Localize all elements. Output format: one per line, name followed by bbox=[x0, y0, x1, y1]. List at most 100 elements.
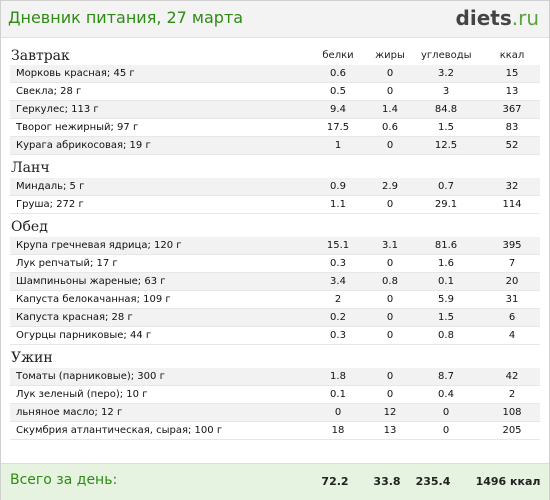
food-name: Творог нежирный; 97 г bbox=[16, 122, 139, 133]
food-kcal: 83 bbox=[505, 122, 519, 133]
meal-title-breakfast: Завтрак bbox=[11, 48, 70, 64]
page-title: Дневник питания, 27 марта bbox=[8, 8, 244, 27]
food-kcal: 395 bbox=[502, 240, 522, 251]
food-name: Миндаль; 5 г bbox=[16, 181, 85, 192]
food-fat: 0.6 bbox=[382, 122, 398, 133]
meal-title-dinner: Обед bbox=[11, 219, 48, 235]
food-name: Груша; 272 г bbox=[16, 199, 84, 210]
total-protein: 72.2 bbox=[321, 475, 349, 488]
food-protein: 1.1 bbox=[330, 199, 346, 210]
food-kcal: 205 bbox=[502, 425, 522, 436]
food-kcal: 367 bbox=[502, 104, 522, 115]
food-carbs: 81.6 bbox=[434, 240, 458, 251]
food-fat: 0 bbox=[386, 389, 394, 400]
food-protein: 0.6 bbox=[330, 68, 346, 79]
food-fat: 0.8 bbox=[382, 276, 398, 287]
food-fat: 1.4 bbox=[382, 104, 398, 115]
food-name: Томаты (парниковые); 300 г bbox=[16, 371, 165, 382]
food-name: Геркулес; 113 г bbox=[16, 104, 99, 115]
food-carbs: 0 bbox=[442, 425, 450, 436]
food-fat: 0 bbox=[386, 68, 394, 79]
food-protein: 3.4 bbox=[330, 276, 346, 287]
food-name: Огурцы парниковые; 44 г bbox=[16, 330, 152, 341]
food-carbs: 0.4 bbox=[438, 389, 454, 400]
food-row: Морковь красная; 45 г 0.6 0 3.2 15 bbox=[10, 65, 540, 83]
food-row: Лук зеленый (перо); 10 г 0.1 0 0.4 2 bbox=[10, 386, 540, 404]
logo-main-text: diets bbox=[455, 6, 512, 30]
food-kcal: 15 bbox=[505, 68, 519, 79]
food-name: Капуста красная; 28 г bbox=[16, 312, 133, 323]
food-name: Морковь красная; 45 г bbox=[16, 68, 135, 79]
meal-title-lunch: Ланч bbox=[11, 160, 50, 176]
food-carbs: 84.8 bbox=[434, 104, 458, 115]
food-row: Томаты (парниковые); 300 г 1.8 0 8.7 42 bbox=[10, 368, 540, 386]
food-carbs: 12.5 bbox=[434, 140, 458, 151]
food-name: Шампиньоны жареные; 63 г bbox=[16, 276, 166, 287]
food-carbs: 1.5 bbox=[438, 122, 454, 133]
food-name: Лук зеленый (перо); 10 г bbox=[16, 389, 148, 400]
food-carbs: 5.9 bbox=[438, 294, 454, 305]
food-fat: 0 bbox=[386, 86, 394, 97]
food-protein: 0.3 bbox=[330, 258, 346, 269]
food-kcal: 4 bbox=[508, 330, 516, 341]
food-row: Свекла; 28 г 0.5 0 3 13 bbox=[10, 83, 540, 101]
food-fat: 0 bbox=[386, 140, 394, 151]
food-carbs: 3 bbox=[442, 86, 450, 97]
food-kcal: 32 bbox=[505, 181, 519, 192]
food-fat: 0 bbox=[386, 199, 394, 210]
food-row: Груша; 272 г 1.1 0 29.1 114 bbox=[10, 196, 540, 214]
food-protein: 2 bbox=[334, 294, 342, 305]
food-protein: 0.9 bbox=[330, 181, 346, 192]
food-protein: 0.2 bbox=[330, 312, 346, 323]
daily-total-bar: Всего за день: 72.2 33.8 235.4 1496 ккал bbox=[1, 463, 549, 500]
column-header-kcal: ккал bbox=[499, 50, 525, 61]
food-name: Крупа гречневая ядрица; 120 г bbox=[16, 240, 182, 251]
food-row: Капуста белокачанная; 109 г 2 0 5.9 31 bbox=[10, 291, 540, 309]
food-protein: 1.8 bbox=[330, 371, 346, 382]
food-protein: 15.1 bbox=[326, 240, 350, 251]
header-bar: Дневник питания, 27 марта diets.ru bbox=[1, 1, 549, 38]
food-fat: 2.9 bbox=[382, 181, 398, 192]
food-kcal: 42 bbox=[505, 371, 519, 382]
food-name: Капуста белокачанная; 109 г bbox=[16, 294, 171, 305]
food-kcal: 20 bbox=[505, 276, 519, 287]
food-kcal: 7 bbox=[508, 258, 516, 269]
food-protein: 0.3 bbox=[330, 330, 346, 341]
food-fat: 0 bbox=[386, 258, 394, 269]
logo-tld-text: .ru bbox=[511, 6, 539, 30]
total-fat: 33.8 bbox=[373, 475, 401, 488]
food-protein: 0.1 bbox=[330, 389, 346, 400]
food-protein: 18 bbox=[331, 425, 345, 436]
diary-table: Завтрак белки жиры углеводы ккал Морковь… bbox=[1, 45, 549, 440]
food-protein: 1 bbox=[334, 140, 342, 151]
food-carbs: 3.2 bbox=[438, 68, 454, 79]
food-row: льняное масло; 12 г 0 12 0 108 bbox=[10, 404, 540, 422]
food-name: Скумбрия атлантическая, сырая; 100 г bbox=[16, 425, 223, 436]
food-protein: 17.5 bbox=[326, 122, 350, 133]
food-kcal: 108 bbox=[502, 407, 522, 418]
food-protein: 0 bbox=[334, 407, 342, 418]
column-header-carbs: углеводы bbox=[421, 50, 472, 61]
food-kcal: 52 bbox=[505, 140, 519, 151]
food-row: Миндаль; 5 г 0.9 2.9 0.7 32 bbox=[10, 178, 540, 196]
food-row: Крупа гречневая ядрица; 120 г 15.1 3.1 8… bbox=[10, 237, 540, 255]
food-row: Скумбрия атлантическая, сырая; 100 г 18 … bbox=[10, 422, 540, 440]
site-logo[interactable]: diets.ru bbox=[456, 6, 539, 30]
food-row: Огурцы парниковые; 44 г 0.3 0 0.8 4 bbox=[10, 327, 540, 345]
food-fat: 0 bbox=[386, 312, 394, 323]
food-kcal: 31 bbox=[505, 294, 519, 305]
food-fat: 13 bbox=[383, 425, 397, 436]
food-row: Капуста красная; 28 г 0.2 0 1.5 6 bbox=[10, 309, 540, 327]
food-name: Лук репчатый; 17 г bbox=[16, 258, 118, 269]
column-header-fat: жиры bbox=[375, 50, 405, 61]
food-name: Курага абрикосовая; 19 г bbox=[16, 140, 151, 151]
food-carbs: 8.7 bbox=[438, 371, 454, 382]
food-carbs: 0 bbox=[442, 407, 450, 418]
meal-title-supper: Ужин bbox=[11, 350, 53, 366]
food-row: Лук репчатый; 17 г 0.3 0 1.6 7 bbox=[10, 255, 540, 273]
food-kcal: 2 bbox=[508, 389, 516, 400]
food-fat: 3.1 bbox=[382, 240, 398, 251]
food-kcal: 13 bbox=[505, 86, 519, 97]
food-fat: 0 bbox=[386, 294, 394, 305]
